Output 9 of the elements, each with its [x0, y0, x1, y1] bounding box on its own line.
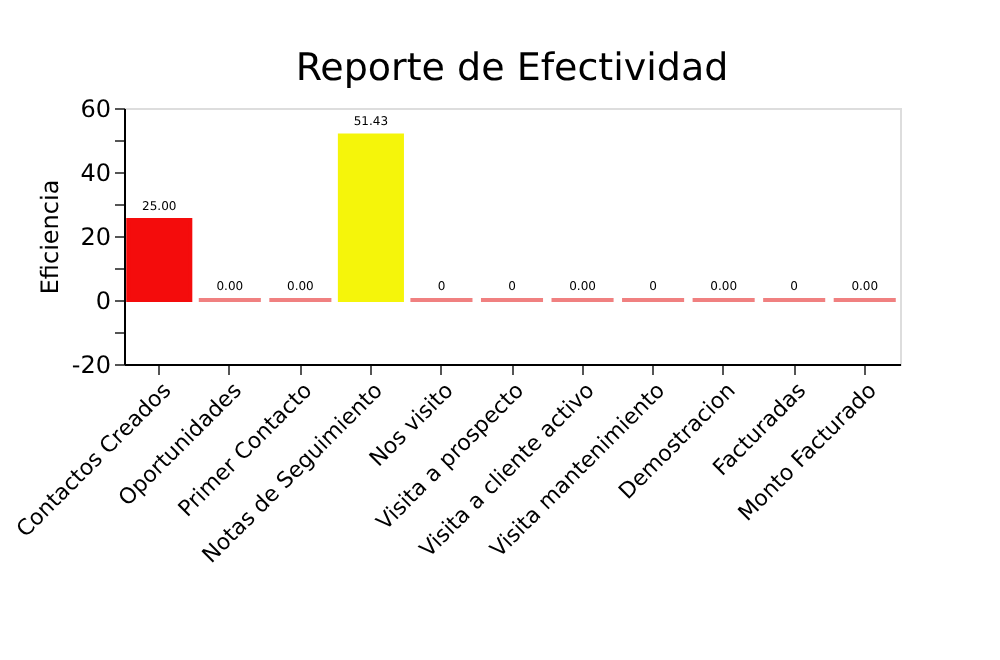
chart-title: Reporte de Efectividad: [295, 46, 729, 90]
bar: [337, 133, 404, 302]
y-tick-label: 20: [80, 223, 111, 251]
y-tick-label: 40: [80, 159, 111, 187]
y-tick-label: -20: [71, 351, 111, 379]
bar: [126, 218, 193, 302]
y-tick-label: 60: [80, 95, 111, 123]
y-axis-title: Eficiencia: [35, 179, 64, 295]
y-tick-label: 0: [95, 287, 111, 315]
